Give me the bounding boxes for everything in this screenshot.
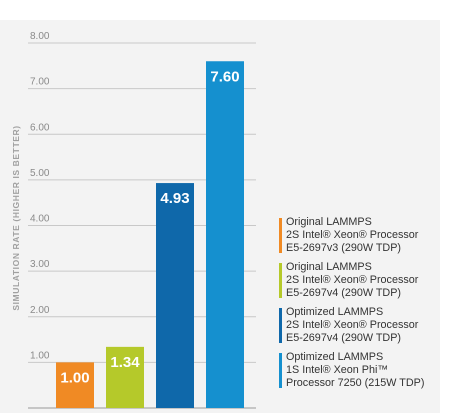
legend-swatch xyxy=(279,308,282,343)
bar-value-label: 4.93 xyxy=(160,190,189,207)
legend-swatch xyxy=(279,353,282,388)
bar-value-label: 7.60 xyxy=(210,68,239,85)
bar-value-label: 1.00 xyxy=(60,369,89,386)
bar-4 xyxy=(206,61,244,408)
legend-item-original-v4: Original LAMMPS 2S Intel® Xeon® Processo… xyxy=(279,261,444,300)
legend-swatch xyxy=(279,218,282,253)
legend-line: 2S Intel® Xeon® Processor xyxy=(286,319,419,331)
y-tick-label: 6.00 xyxy=(30,122,50,133)
legend-item-optimized-phi: Optimized LAMMPS 1S Intel® Xeon Phi™ Pro… xyxy=(279,351,444,390)
bar-2 xyxy=(106,346,144,408)
legend-line: Original LAMMPS xyxy=(286,216,372,228)
legend-line: E5-2697v4 (290W TDP) xyxy=(286,287,402,299)
legend-line: Optimized LAMMPS xyxy=(286,306,384,318)
legend-line: E5-2697v4 (290W TDP) xyxy=(286,332,402,344)
bar-3 xyxy=(156,183,194,408)
legend-line: 1S Intel® Xeon Phi™ xyxy=(286,364,389,376)
y-axis-label: SIMULATION RATE (HIGHER IS BETTER) xyxy=(11,125,21,310)
legend-item-optimized-v4: Optimized LAMMPS 2S Intel® Xeon® Process… xyxy=(279,306,444,345)
legend-line: Processor 7250 (215W TDP) xyxy=(286,377,425,389)
y-tick-label: 7.00 xyxy=(30,77,50,88)
legend: Original LAMMPS 2S Intel® Xeon® Processo… xyxy=(279,216,444,396)
bar-value-label: 1.34 xyxy=(110,354,140,371)
y-tick-label: 5.00 xyxy=(30,168,50,179)
bar-1 xyxy=(56,362,94,408)
legend-line: Optimized LAMMPS xyxy=(286,351,384,363)
y-tick-label: 3.00 xyxy=(30,259,50,270)
y-tick-label: 1.00 xyxy=(30,350,50,361)
legend-line: Original LAMMPS xyxy=(286,261,372,273)
legend-line: 2S Intel® Xeon® Processor xyxy=(286,274,419,286)
legend-line: E5-2697v3 (290W TDP) xyxy=(286,242,402,254)
legend-item-original-v3: Original LAMMPS 2S Intel® Xeon® Processo… xyxy=(279,216,444,255)
legend-swatch xyxy=(279,263,282,298)
y-tick-label: 4.00 xyxy=(30,214,50,225)
y-tick-label: 8.00 xyxy=(30,31,50,42)
legend-line: 2S Intel® Xeon® Processor xyxy=(286,229,419,241)
y-tick-label: 2.00 xyxy=(30,305,50,316)
